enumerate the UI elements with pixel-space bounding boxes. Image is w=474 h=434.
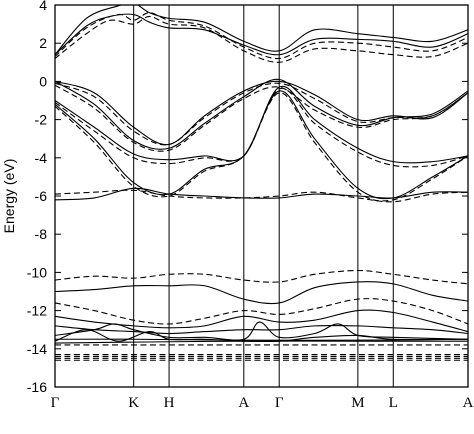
band-15 [55, 281, 468, 305]
band-5 [55, 78, 468, 150]
y-tick-label-10: 4 [39, 0, 47, 13]
y-tick-label-5: -6 [35, 188, 48, 204]
band-7 [55, 84, 468, 152]
y-tick-label-1: -14 [27, 341, 47, 357]
y-tick-label-8: 0 [39, 73, 47, 89]
band-22 [55, 340, 468, 344]
band-16 [55, 298, 468, 325]
k-label-2: H [164, 395, 175, 411]
band-8 [55, 85, 468, 164]
k-label-4: Γ [275, 395, 284, 411]
band-13 [55, 189, 468, 203]
band-curves [55, 5, 468, 361]
band-2 [55, 12, 468, 60]
y-axis-ticks: -16 -14 -12 -10 -8 -6 -4 -2 0 2 4 [27, 0, 468, 395]
band-17 [55, 309, 468, 333]
band-21 [55, 338, 468, 341]
y-tick-label-0: -16 [27, 379, 47, 395]
k-label-3: A [238, 395, 249, 411]
y-tick-label-3: -10 [27, 264, 47, 280]
band-9 [55, 90, 468, 200]
band-14 [55, 269, 468, 285]
band-6 [55, 82, 468, 146]
k-label-5: M [351, 395, 364, 411]
band-3 [55, 15, 468, 63]
y-tick-label-6: -4 [35, 150, 48, 166]
band-18 [55, 324, 468, 335]
y-axis-title: Energy (eV) [1, 159, 17, 234]
plot-frame [54, 4, 469, 388]
band-12 [55, 187, 468, 201]
y-tick-label-2: -12 [27, 303, 47, 319]
band-4 [55, 80, 468, 146]
k-label-0: Γ [51, 395, 60, 411]
y-tick-label-4: -8 [35, 226, 48, 242]
y-tick-label-9: 2 [39, 35, 47, 51]
band-0 [55, 5, 468, 56]
y-tick-label-7: -2 [35, 112, 48, 128]
k-label-6: L [389, 395, 398, 411]
band-11 [55, 92, 468, 202]
k-label-1: K [128, 395, 139, 411]
k-label-7: A [463, 395, 474, 411]
band-10 [55, 87, 468, 168]
